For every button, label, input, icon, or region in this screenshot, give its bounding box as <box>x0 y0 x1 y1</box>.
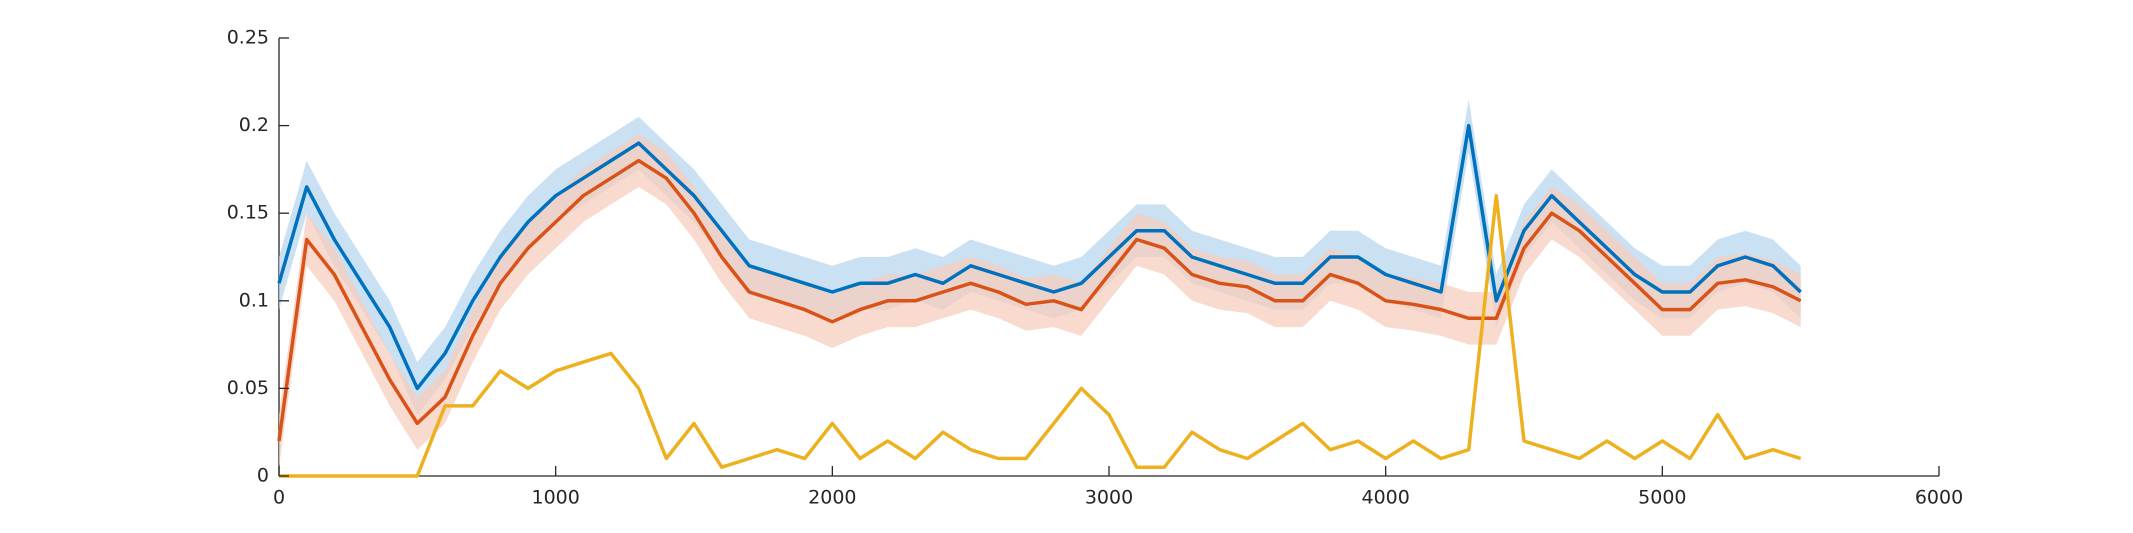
y-tick-label: 0.2 <box>239 114 269 136</box>
plot-area <box>277 99 1802 478</box>
series-line <box>277 158 1802 442</box>
x-tick-label: 5000 <box>1638 487 1686 509</box>
x-tick-label: 0 <box>273 487 285 509</box>
y-tick-label: 0 <box>257 465 269 487</box>
y-tick-label: 0.1 <box>239 289 269 311</box>
y-tick-label: 0.15 <box>227 202 269 224</box>
x-tick-label: 4000 <box>1361 487 1409 509</box>
series-line <box>277 123 1802 391</box>
y-tick-label: 0.05 <box>227 377 269 399</box>
x-tick-label: 6000 <box>1915 487 1963 509</box>
series-line <box>279 193 1802 478</box>
x-tick-label: 1000 <box>531 487 579 509</box>
x-tick-label: 3000 <box>1085 487 1133 509</box>
y-tick-label: 0.25 <box>227 27 269 49</box>
x-tick-label: 2000 <box>808 487 856 509</box>
